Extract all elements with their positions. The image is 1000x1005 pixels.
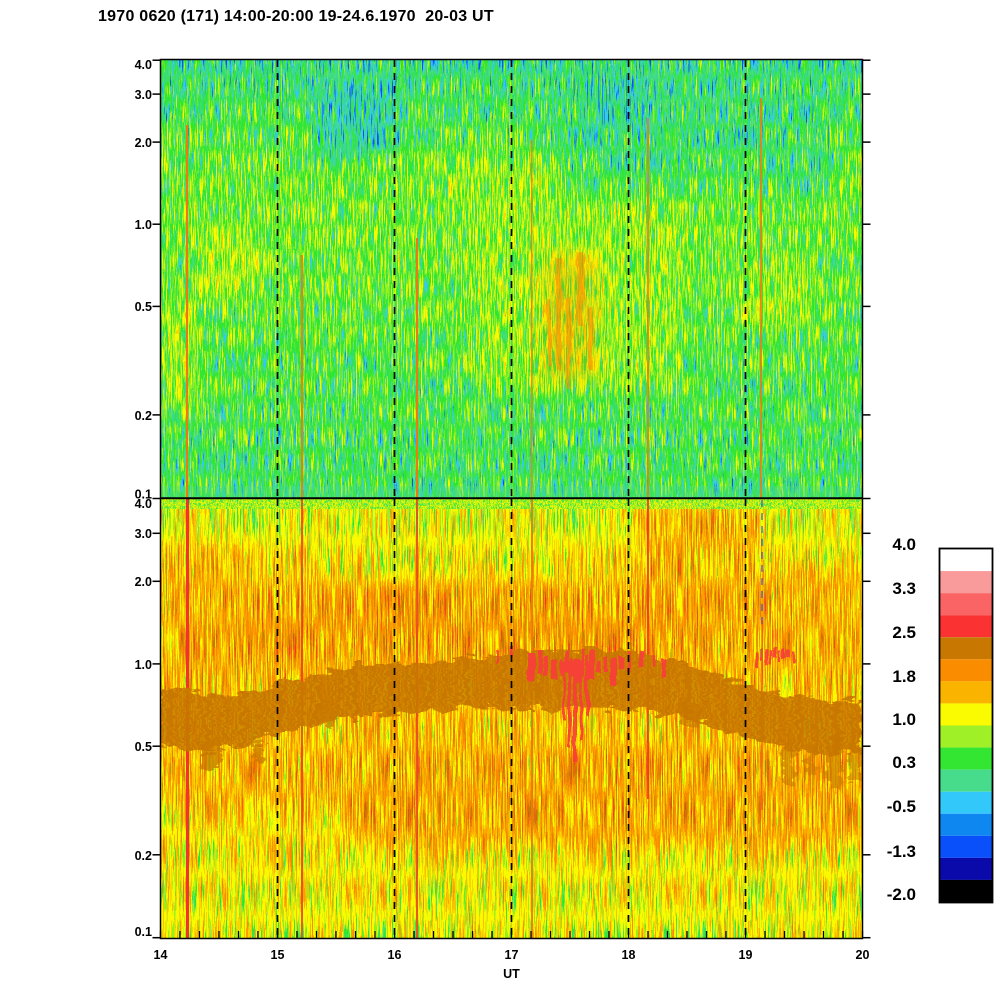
svg-text:0.2: 0.2 — [135, 849, 152, 863]
svg-text:18: 18 — [622, 948, 636, 962]
svg-text:3.0: 3.0 — [135, 527, 152, 541]
svg-text:0.1: 0.1 — [135, 925, 152, 939]
svg-text:-0.5: -0.5 — [887, 797, 916, 816]
svg-text:4.0: 4.0 — [892, 535, 916, 554]
svg-text:1970 0620 (171) 14:00-20:00 19: 1970 0620 (171) 14:00-20:00 19-24.6.1970… — [98, 8, 494, 25]
svg-text:14: 14 — [154, 948, 168, 962]
svg-text:2.5: 2.5 — [892, 623, 916, 642]
svg-text:15: 15 — [271, 948, 285, 962]
svg-text:17: 17 — [505, 948, 519, 962]
svg-text:0.5: 0.5 — [135, 740, 152, 754]
svg-text:0.3: 0.3 — [892, 753, 916, 772]
svg-text:2.0: 2.0 — [135, 136, 152, 150]
svg-text:0.5: 0.5 — [135, 300, 152, 314]
svg-text:UT: UT — [503, 967, 520, 981]
svg-text:20: 20 — [856, 948, 870, 962]
svg-text:0.1: 0.1 — [135, 488, 152, 502]
svg-text:2.0: 2.0 — [135, 575, 152, 589]
svg-text:4.0: 4.0 — [135, 497, 152, 511]
svg-text:1.0: 1.0 — [135, 218, 152, 232]
svg-text:1.8: 1.8 — [892, 667, 916, 686]
svg-text:3.3: 3.3 — [892, 579, 916, 598]
svg-text:-2.0: -2.0 — [887, 885, 916, 904]
svg-text:1.0: 1.0 — [135, 658, 152, 672]
svg-text:4.0: 4.0 — [135, 58, 152, 72]
svg-text:19: 19 — [739, 948, 753, 962]
svg-text:-1.3: -1.3 — [887, 842, 916, 861]
svg-text:16: 16 — [388, 948, 402, 962]
svg-text:1.0: 1.0 — [892, 710, 916, 729]
svg-text:0.2: 0.2 — [135, 409, 152, 423]
svg-text:3.0: 3.0 — [135, 88, 152, 102]
